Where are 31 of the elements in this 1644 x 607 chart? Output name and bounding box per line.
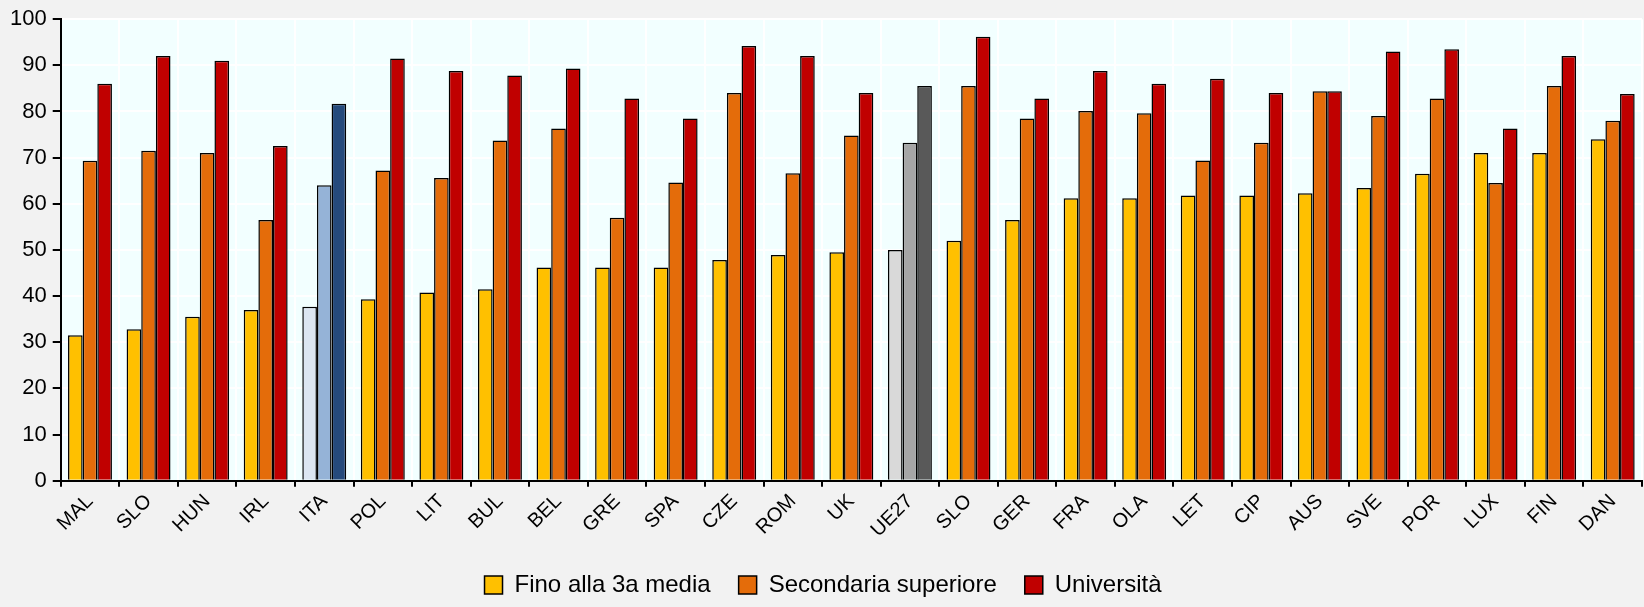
x-tick-label: UK	[822, 488, 859, 525]
x-tick-label: OLA	[1107, 488, 1152, 534]
x-tick-label: SPA	[639, 488, 683, 533]
y-tick-label: 100	[9, 5, 47, 31]
y-tick-label: 80	[22, 97, 47, 123]
x-tick-label: CZE	[697, 489, 741, 534]
x-tick-label: LIT	[412, 489, 449, 526]
x-tick-label: IRL	[234, 489, 273, 527]
x-tick-label: CIP	[1228, 489, 1269, 529]
y-tick-label: 60	[22, 189, 47, 215]
x-tick-label: FIN	[1522, 489, 1561, 528]
x-tick-label: SLO	[111, 489, 156, 534]
x-tick-label: SLO	[931, 489, 976, 534]
y-tick-label: 30	[22, 328, 47, 354]
legend-label: Fino alla 3a media	[514, 569, 712, 597]
legend-label: Secondaria superiore	[768, 569, 997, 597]
y-tick-label: 0	[34, 466, 47, 492]
y-tick-label: 40	[22, 282, 47, 308]
y-tick-label: 90	[22, 51, 47, 77]
x-tick-label: BUL	[463, 489, 507, 533]
x-tick-label: ITA	[294, 488, 332, 526]
x-tick-label: LET	[1167, 489, 1210, 531]
y-tick-label: 10	[22, 420, 47, 446]
x-tick-label: FRA	[1048, 488, 1093, 534]
x-tick-label: MAL	[52, 489, 97, 534]
y-tick-label: 50	[22, 235, 47, 261]
x-tick-label: BEL	[522, 489, 566, 532]
y-tick-label: 70	[22, 143, 47, 169]
x-tick-label: POL	[345, 489, 390, 534]
y-tick-label: 20	[22, 374, 47, 400]
legend-label: Università	[1054, 569, 1163, 597]
